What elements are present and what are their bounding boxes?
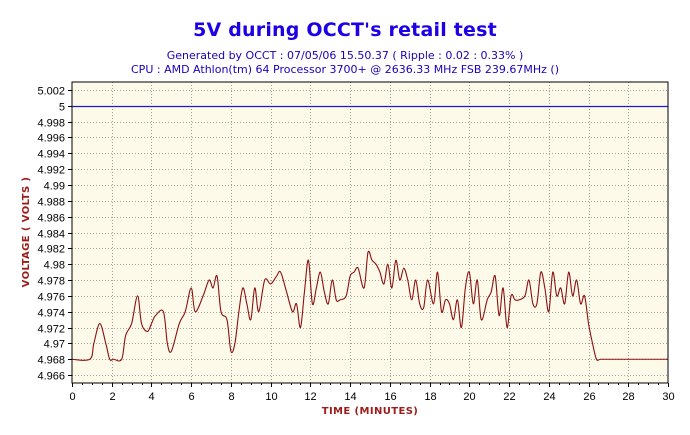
x-tick-label: 6 [188,391,194,403]
y-tick-label: 4.996 [37,133,65,145]
y-tick-label: 4.978 [37,276,65,288]
x-tick-label: 4 [148,391,154,403]
x-tick-label: 2 [109,391,115,403]
x-tick-label: 12 [304,391,316,403]
y-tick-label: 5 [59,102,65,114]
axis-ticks [68,90,669,387]
grid-lines [72,82,668,383]
x-axis-title: TIME (MINUTES) [322,406,419,417]
y-tick-label: 4.966 [37,371,65,383]
x-axis-tick-labels: 0 2 4 6 8 10 12 14 16 18 20 22 24 26 28 30 [69,391,674,403]
y-tick-label: 4.98 [44,260,65,272]
y-tick-label: 4.992 [37,165,65,177]
y-tick-label: 4.984 [37,229,65,241]
x-tick-label: 8 [228,391,234,403]
y-tick-label: 4.998 [37,118,65,130]
x-tick-label: 26 [583,391,595,403]
x-tick-label: 18 [424,391,436,403]
chart-title: 5V during OCCT's retail test [193,19,497,41]
x-tick-label: 28 [622,391,634,403]
y-axis-tick-labels: 4.966 4.968 4.97 4.972 4.974 4.976 4.978 4.98 4.… [37,86,65,383]
x-tick-label: 0 [69,391,75,403]
y-tick-label: 4.994 [37,149,65,161]
y-tick-label: 4.982 [37,244,65,256]
x-tick-label: 20 [463,391,475,403]
voltage-series-line [72,250,668,362]
x-tick-label: 24 [543,391,555,403]
y-tick-label: 4.986 [37,213,65,225]
y-tick-label: 5.002 [37,86,65,98]
x-tick-label: 10 [265,391,277,403]
plot-area [72,82,668,383]
x-tick-label: 30 [662,391,674,403]
y-tick-label: 4.976 [37,292,65,304]
x-tick-label: 22 [503,391,515,403]
series-layer [72,250,668,362]
y-tick-label: 4.968 [37,355,65,367]
y-tick-label: 4.99 [44,181,65,193]
y-tick-label: 4.988 [37,197,65,209]
y-axis-title: VOLTAGE ( VOLTS ) [21,177,32,288]
y-tick-label: 4.97 [44,339,65,351]
y-tick-label: 4.974 [37,308,65,320]
chart-subtitle-generated: Generated by OCCT : 07/05/06 15.50.37 ( … [166,49,524,62]
x-tick-label: 14 [344,391,356,403]
y-tick-label: 4.972 [37,324,65,336]
x-tick-label: 16 [384,391,396,403]
chart-subtitle-cpu: CPU : AMD Athlon(tm) 64 Processor 3700+ … [131,63,559,76]
